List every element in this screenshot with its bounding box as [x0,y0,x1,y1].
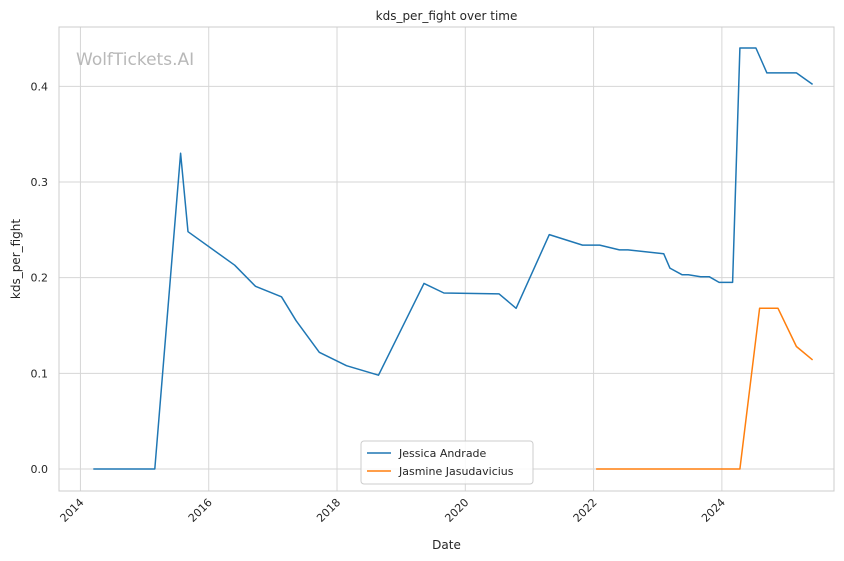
legend: Jessica Andrade Jasmine Jasudavicius [360,440,534,485]
y-tick-labels: 0.0 0.1 0.2 0.3 0.4 [31,80,49,476]
plot-frame [58,26,835,492]
legend-label-0: Jessica Andrade [398,447,487,460]
watermark-text: WolfTickets.AI [76,50,194,70]
legend-label-1: Jasmine Jasudavicius [398,465,514,478]
chart-title: kds_per_fight over time [376,9,518,23]
y-axis-title: kds_per_fight [9,219,23,300]
y-tick-label: 0.0 [31,463,49,476]
y-tick-label: 0.1 [31,367,49,380]
y-tick-label: 0.4 [31,80,49,93]
series-layer [93,47,814,470]
y-tick-label: 0.3 [31,176,49,189]
series-line-0 [93,47,814,470]
legend-box [360,440,534,485]
y-tick-label: 0.2 [31,272,49,285]
x-axis-title: Date [432,538,461,552]
series-line-1 [596,307,814,470]
